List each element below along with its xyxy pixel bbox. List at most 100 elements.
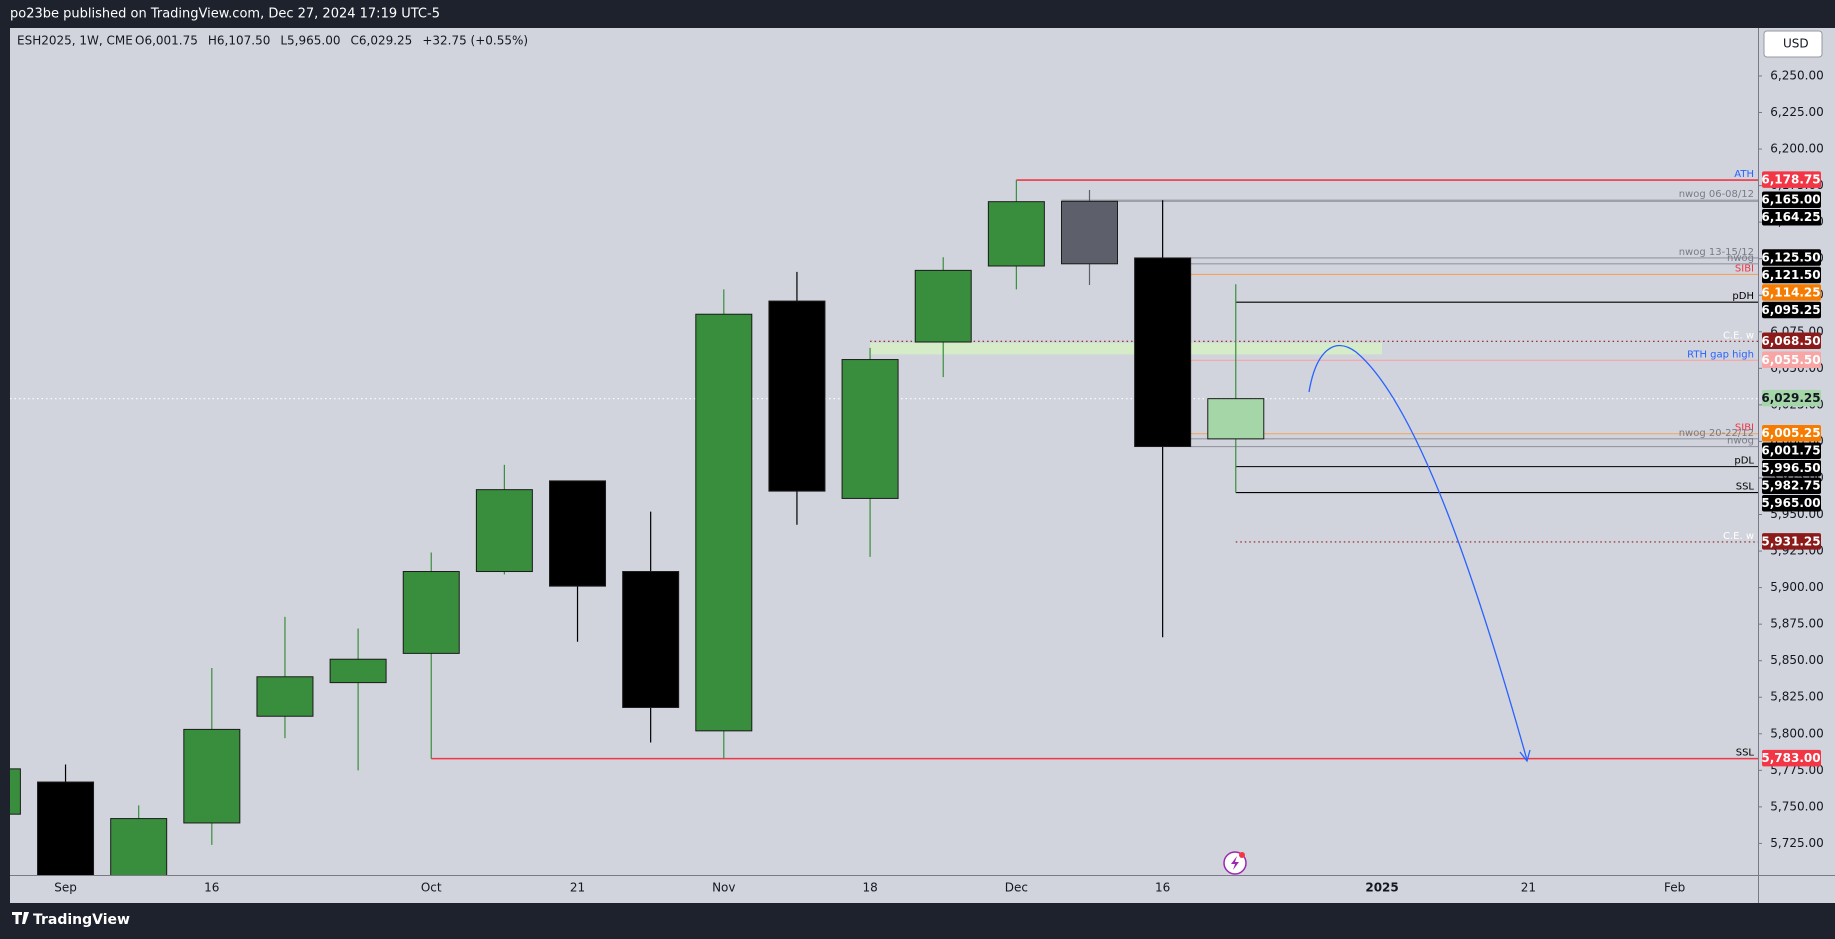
- x-tick-label: 2025: [1365, 881, 1398, 895]
- x-tick-label: Feb: [1664, 881, 1685, 895]
- candle-body: [256, 676, 314, 717]
- y-tick-label: 5,875.00: [1770, 617, 1823, 631]
- level-label: C.E. w: [1723, 531, 1754, 542]
- ohlc-legend: O6,001.75 H6,107.50 L5,965.00 C6,029.25 +32.…: [135, 34, 528, 48]
- price-tag-label: 6,005.25: [1761, 426, 1820, 440]
- level-label: C.E. w: [1723, 330, 1754, 341]
- x-tick-label: Sep: [54, 881, 77, 895]
- price-tag: [1762, 533, 1821, 550]
- price-tag-label: 6,165.00: [1761, 193, 1820, 207]
- candle-body: [1134, 257, 1192, 448]
- price-tag: [1762, 749, 1821, 767]
- y-tick-label: 5,725.00: [1770, 836, 1823, 850]
- y-tick-label: 6,200.00: [1770, 142, 1823, 156]
- price-tag: [1762, 494, 1821, 512]
- price-tag-label: 6,121.50: [1761, 268, 1820, 282]
- y-tick-label: 6,250.00: [1770, 68, 1823, 82]
- price-tag: [1762, 171, 1821, 188]
- level-label: ATH: [1734, 169, 1754, 180]
- candle-body: [768, 300, 826, 492]
- price-tag: [1762, 459, 1821, 477]
- candle-body: [1061, 200, 1118, 265]
- brand-logo: [12, 912, 29, 924]
- ohlc-value: L5,965.00: [280, 34, 340, 48]
- y-tick-label: 6,225.00: [1770, 105, 1823, 119]
- price-tag-label: 6,114.25: [1761, 285, 1820, 299]
- x-tick-label: Nov: [712, 881, 735, 895]
- price-tag: [1762, 424, 1821, 442]
- price-tag-label: 5,783.00: [1761, 751, 1820, 765]
- price-tag-label: 5,965.00: [1761, 496, 1820, 510]
- price-tag: [1762, 208, 1821, 226]
- y-tick-label: 5,825.00: [1770, 690, 1823, 704]
- candle-body: [1207, 398, 1265, 440]
- price-tag-label: 6,068.50: [1761, 334, 1820, 348]
- y-tick-label: 5,750.00: [1770, 799, 1823, 813]
- candle-body: [841, 359, 899, 499]
- price-tag-label: 6,125.50: [1761, 250, 1820, 264]
- x-tick-label: Oct: [421, 881, 442, 895]
- level-label: SIBI: [1735, 423, 1754, 434]
- level-label: nwog 06-08/12: [1679, 189, 1754, 200]
- zone: [870, 342, 1383, 355]
- price-tag: [1762, 284, 1821, 301]
- candle-body: [329, 658, 387, 684]
- candle-body: [37, 781, 95, 875]
- projection-arrow: [1308, 344, 1528, 761]
- candle-body: [695, 313, 753, 732]
- price-tag: [1762, 191, 1821, 208]
- price-tag: [1762, 266, 1821, 284]
- price-tag-label: 6,164.25: [1761, 210, 1820, 224]
- x-tick-label: 16: [1155, 881, 1170, 895]
- ohlc-value: C6,029.25: [350, 34, 412, 48]
- plot: [10, 179, 1758, 875]
- price-tag-label: 6,001.75: [1761, 444, 1820, 458]
- price-tag: [1762, 477, 1821, 494]
- level-label: nwog 20-22/12: [1679, 428, 1754, 439]
- x-tick-label: 18: [862, 881, 877, 895]
- candle-body: [987, 201, 1045, 267]
- level-label: nwog: [1727, 253, 1754, 264]
- level-label: nwog: [1727, 436, 1754, 447]
- price-tag: [1762, 442, 1821, 459]
- currency-label: USD: [1783, 37, 1809, 51]
- y-tick-label: 5,800.00: [1770, 726, 1823, 740]
- price-tag-label: 6,029.25: [1761, 391, 1820, 405]
- arrow-head: [1519, 749, 1531, 763]
- y-tick-label: 5,900.00: [1770, 580, 1823, 594]
- level-label: pDH: [1732, 291, 1754, 302]
- candle-body: [475, 489, 533, 573]
- price-tag: [1762, 249, 1821, 266]
- price-tag: [1762, 351, 1821, 369]
- x-tick-label: 21: [570, 881, 585, 895]
- candle-body: [914, 269, 972, 343]
- currency-button[interactable]: [1763, 30, 1823, 58]
- price-tag: [1762, 332, 1821, 350]
- price-tag-label: 5,982.75: [1761, 479, 1820, 493]
- event-dot: [1239, 852, 1245, 858]
- publish-header: po23be published on TradingView.com, Dec…: [10, 7, 440, 22]
- price-tag-label: 6,055.50: [1761, 353, 1820, 367]
- candle-body: [622, 571, 680, 708]
- x-tick-label: 21: [1521, 881, 1536, 895]
- candle-body: [402, 571, 460, 654]
- level-label: SIBI: [1735, 263, 1754, 274]
- ohlc-value: H6,107.50: [208, 34, 270, 48]
- y-tick-label: 5,850.00: [1770, 653, 1823, 667]
- candle-body: [10, 768, 21, 815]
- brand-name: TradingView: [33, 912, 130, 928]
- ohlc-value: O6,001.75: [135, 34, 198, 48]
- price-tag-label: 6,095.25: [1761, 303, 1820, 317]
- price-tag: [1762, 389, 1821, 407]
- candle-body: [183, 728, 241, 824]
- level-label: RTH gap high: [1687, 349, 1754, 360]
- price-tag: [1762, 301, 1821, 319]
- level-label: SSL: [1736, 748, 1755, 759]
- level-label: SSL: [1736, 482, 1755, 493]
- x-tick-label: Dec: [1005, 881, 1028, 895]
- candle-body: [110, 818, 168, 875]
- event-icon-glyph: [1231, 856, 1239, 870]
